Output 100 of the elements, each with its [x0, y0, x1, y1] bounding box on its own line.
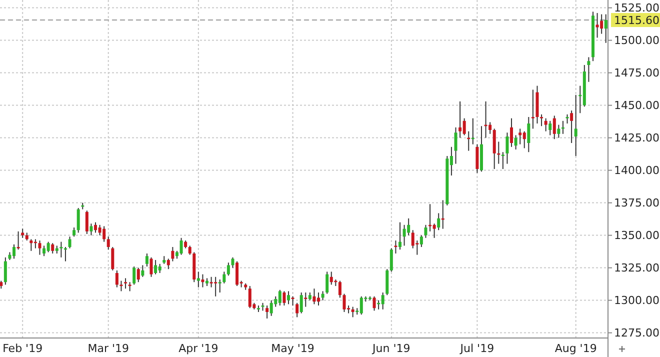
y-tick-label: 1375.00: [614, 196, 660, 210]
candlestick: [171, 246, 174, 262]
candlestick: [296, 302, 299, 318]
candlestick: [120, 280, 123, 292]
candlestick: [548, 120, 552, 136]
candlestick: [437, 212, 440, 231]
candlestick: [222, 271, 226, 284]
candlestick: [51, 242, 54, 254]
candlestick: [424, 224, 428, 238]
candlestick: [360, 296, 363, 316]
candlestick: [398, 222, 402, 250]
candlestick: [518, 128, 522, 145]
candlestick: [411, 230, 414, 249]
candlestick: [98, 224, 102, 236]
candlestick: [188, 245, 192, 256]
candlestick: [236, 260, 239, 286]
candlestick: [596, 12, 599, 38]
candlestick: [304, 292, 308, 308]
candlestick: [158, 263, 162, 274]
y-tick-label: 1325.00: [614, 262, 660, 275]
candlestick: [604, 14, 608, 44]
candlestick: [278, 289, 282, 306]
y-tick-label: 1500.00: [614, 34, 660, 48]
candlestick: [531, 89, 534, 130]
candlestick: [136, 267, 140, 283]
ref-line-label: 1515.60: [614, 14, 660, 27]
candlestick: [330, 271, 333, 286]
candlestick: [488, 122, 492, 134]
candlestick: [506, 132, 509, 164]
candlestick: [574, 94, 578, 156]
candlestick: [372, 296, 376, 312]
candlestick: [492, 128, 496, 170]
candlestick: [286, 290, 290, 305]
candlestick: [196, 271, 200, 288]
candlestick: [128, 282, 132, 292]
candlestick: [124, 278, 128, 290]
candlestick: [402, 224, 406, 246]
candlestick: [540, 114, 544, 127]
candlestick: [600, 14, 604, 34]
candlestick: [106, 236, 110, 250]
candlestick: [16, 230, 20, 250]
x-tick-label: Apr '19: [178, 342, 218, 355]
candlestick: [544, 118, 548, 132]
x-tick-label: Feb '19: [2, 342, 43, 355]
candlestick: [42, 245, 46, 257]
candlestick: [4, 256, 7, 286]
candlestick: [282, 290, 286, 306]
y-tick-label: 1450.00: [614, 99, 660, 112]
candlestick: [291, 296, 294, 306]
candlestick: [527, 116, 530, 153]
candlestick: [338, 280, 342, 298]
candlestick: [145, 253, 148, 267]
candlestick: [270, 300, 273, 316]
candlestick: [514, 134, 518, 150]
candlestick: [38, 240, 42, 256]
candlestick: [115, 270, 118, 288]
candlestick: [454, 126, 458, 164]
candlestick: [476, 144, 479, 174]
candlestick: [570, 110, 574, 144]
candlestick: [60, 241, 63, 258]
candlestick: [102, 226, 106, 242]
candlestick: [76, 208, 80, 234]
y-tick-label: 1350.00: [614, 229, 660, 242]
x-tick-label: May '19: [271, 342, 314, 355]
y-tick-label: 1300.00: [614, 294, 660, 308]
y-tick-label: 1400.00: [614, 164, 660, 178]
candlestick: [132, 266, 136, 286]
candlestick: [501, 152, 504, 170]
candlestick: [458, 100, 462, 138]
candlestick: [522, 130, 526, 149]
candlestick: [201, 274, 204, 288]
candlestick: [85, 210, 88, 234]
candlestick: [226, 262, 230, 276]
y-tick-label: 1475.00: [614, 66, 660, 80]
candlestick: [231, 256, 234, 268]
candlestick: [351, 306, 354, 318]
candlestick: [326, 271, 329, 294]
candlestick: [214, 276, 218, 297]
candlestick: [154, 260, 158, 275]
candlestick: [394, 240, 398, 254]
candlestick: [150, 256, 153, 278]
candlestick: [312, 288, 316, 305]
candlestick: [407, 218, 410, 236]
candlestick: [386, 268, 389, 296]
candlestick: [30, 238, 33, 252]
candlestick: [180, 237, 183, 256]
x-tick-label: Aug '19: [554, 342, 597, 355]
candlestick: [111, 246, 114, 271]
candlestick: [587, 56, 590, 82]
candlestick: [72, 227, 76, 238]
candlestick: [432, 223, 436, 238]
candlestick: [210, 276, 213, 288]
candlestick: [300, 292, 303, 314]
y-tick-label: 1525.00: [614, 2, 660, 15]
candlestick: [90, 223, 93, 236]
candlestick: [248, 286, 252, 309]
candlestick: [390, 248, 393, 272]
candlestick: [552, 115, 556, 140]
candlestick: [46, 241, 50, 253]
candlestick: [21, 228, 24, 238]
